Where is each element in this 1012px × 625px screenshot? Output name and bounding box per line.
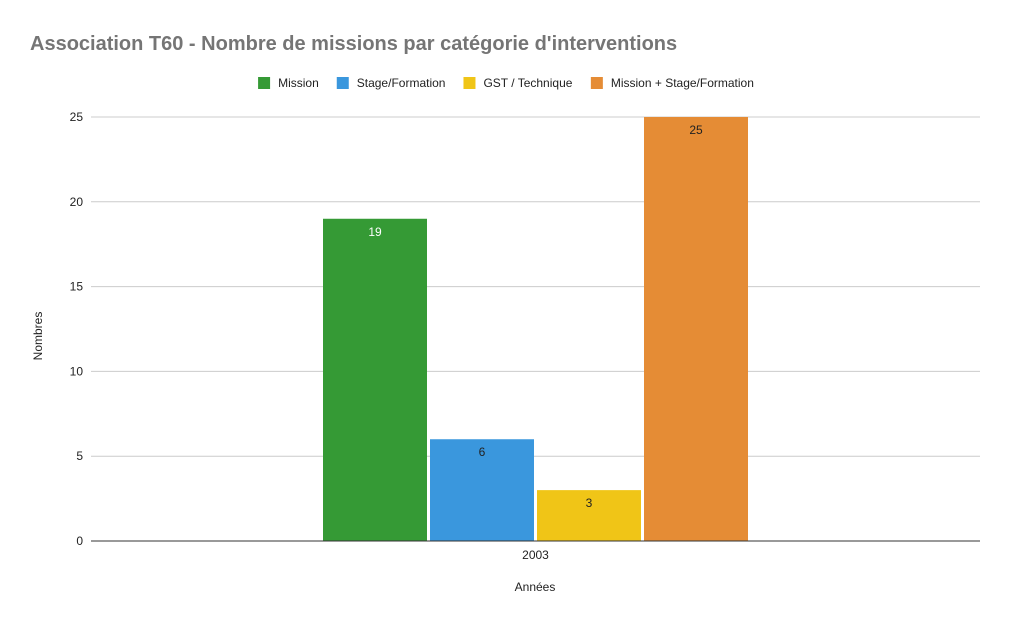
y-tick-label: 25: [70, 110, 84, 124]
chart-title: Association T60 - Nombre de missions par…: [30, 33, 677, 55]
bar-gst-technique: [537, 490, 641, 541]
legend-swatch: [258, 77, 271, 89]
data-label: 19: [368, 225, 382, 239]
legend-item[interactable]: Stage/Formation: [336, 76, 446, 90]
y-axis-title: Nombres: [31, 312, 45, 361]
data-label: 6: [479, 445, 486, 459]
y-axis-ticks: 0 5 10 15 20 25: [70, 110, 84, 548]
bar-mission: [323, 218, 427, 541]
legend-item[interactable]: GST / Technique: [463, 76, 573, 90]
legend-item[interactable]: Mission + Stage/Formation: [590, 76, 754, 90]
y-tick-label: 20: [70, 195, 84, 209]
y-tick-label: 10: [70, 364, 84, 378]
bars: [323, 117, 748, 541]
data-label: 25: [689, 123, 703, 137]
x-category-label: 2003: [522, 548, 549, 562]
legend-swatch: [590, 77, 603, 89]
legend-label: GST / Technique: [483, 76, 572, 90]
legend-label: Mission: [278, 76, 319, 90]
x-axis: 2003: [91, 540, 980, 562]
legend-swatch: [336, 77, 349, 89]
legend-label: Mission + Stage/Formation: [611, 76, 754, 90]
legend: Mission Stage/Formation GST / Technique Mis…: [258, 76, 754, 90]
legend-label: Stage/Formation: [357, 76, 446, 90]
x-axis-title: Années: [515, 580, 556, 594]
y-tick-label: 5: [76, 449, 83, 463]
data-labels: 19 6 3 25: [368, 123, 703, 510]
y-tick-label: 0: [76, 534, 83, 548]
bar-mission-stage-formation: [644, 117, 748, 541]
legend-item[interactable]: Mission: [258, 76, 319, 90]
bar-stage-formation: [430, 439, 534, 541]
data-label: 3: [586, 496, 593, 510]
y-tick-label: 15: [70, 280, 84, 294]
gridlines: [91, 116, 980, 457]
legend-swatch: [463, 77, 476, 89]
